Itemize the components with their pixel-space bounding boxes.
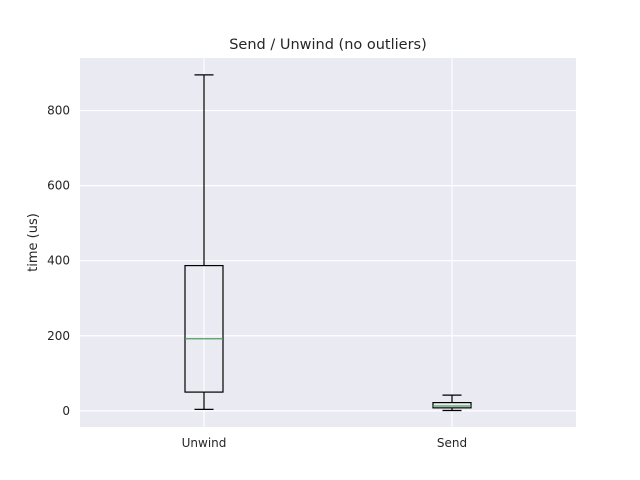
x-axis-ticks: Unwind Send <box>182 436 468 450</box>
chart-title: Send / Unwind (no outliers) <box>229 37 427 53</box>
x-tick-label: Unwind <box>182 436 227 450</box>
box-unwind <box>184 74 224 410</box>
y-tick-label: 800 <box>47 104 70 118</box>
y-tick-label: 400 <box>47 254 70 268</box>
plot-area <box>80 58 576 427</box>
y-tick-label: 0 <box>62 404 70 418</box>
box-send <box>432 394 472 412</box>
y-tick-label: 600 <box>47 179 70 193</box>
y-tick-label: 200 <box>47 329 70 343</box>
y-axis-ticks: 0 200 400 600 800 <box>47 104 70 418</box>
box-body <box>432 402 472 409</box>
box-body <box>184 264 224 393</box>
x-tick-label: Send <box>437 436 467 450</box>
y-axis-label: time (us) <box>26 213 41 272</box>
boxes <box>184 74 472 412</box>
